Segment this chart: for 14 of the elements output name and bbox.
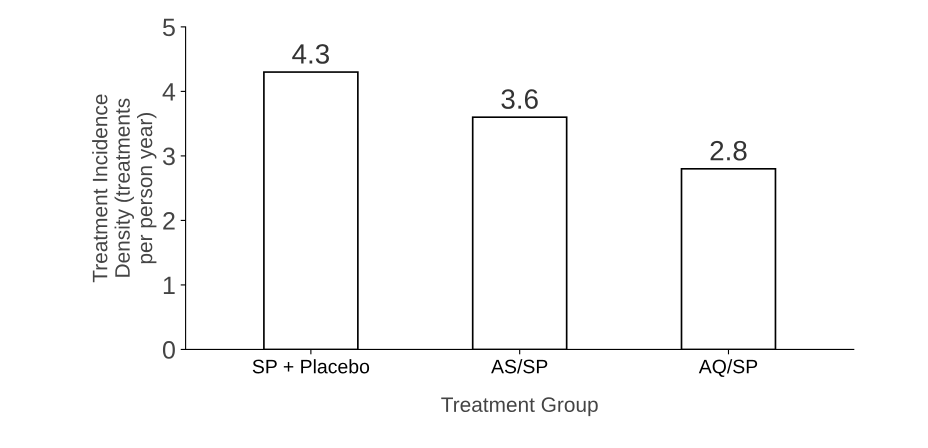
y-tick-label: 3 bbox=[162, 148, 175, 166]
x-tick-label: SP + Placebo bbox=[252, 359, 370, 374]
y-axis-title: Treatment Incidence Density (treatments per person year) bbox=[92, 94, 156, 282]
y-tick-label: 4 bbox=[162, 83, 176, 100]
y-tick-label: 5 bbox=[162, 18, 175, 36]
y-tick-label: 2 bbox=[163, 212, 175, 230]
y-tick-label: 0 bbox=[162, 341, 175, 359]
x-axis-title: Treatment Group bbox=[441, 397, 598, 416]
data-label: 3.6 bbox=[501, 89, 538, 109]
x-tick-label: AS/SP bbox=[491, 359, 548, 374]
x-tick-label: AQ/SP bbox=[698, 359, 758, 377]
y-tick-label: 1 bbox=[164, 276, 175, 294]
data-label: 4.3 bbox=[292, 44, 329, 64]
data-label: 2.8 bbox=[710, 140, 747, 161]
